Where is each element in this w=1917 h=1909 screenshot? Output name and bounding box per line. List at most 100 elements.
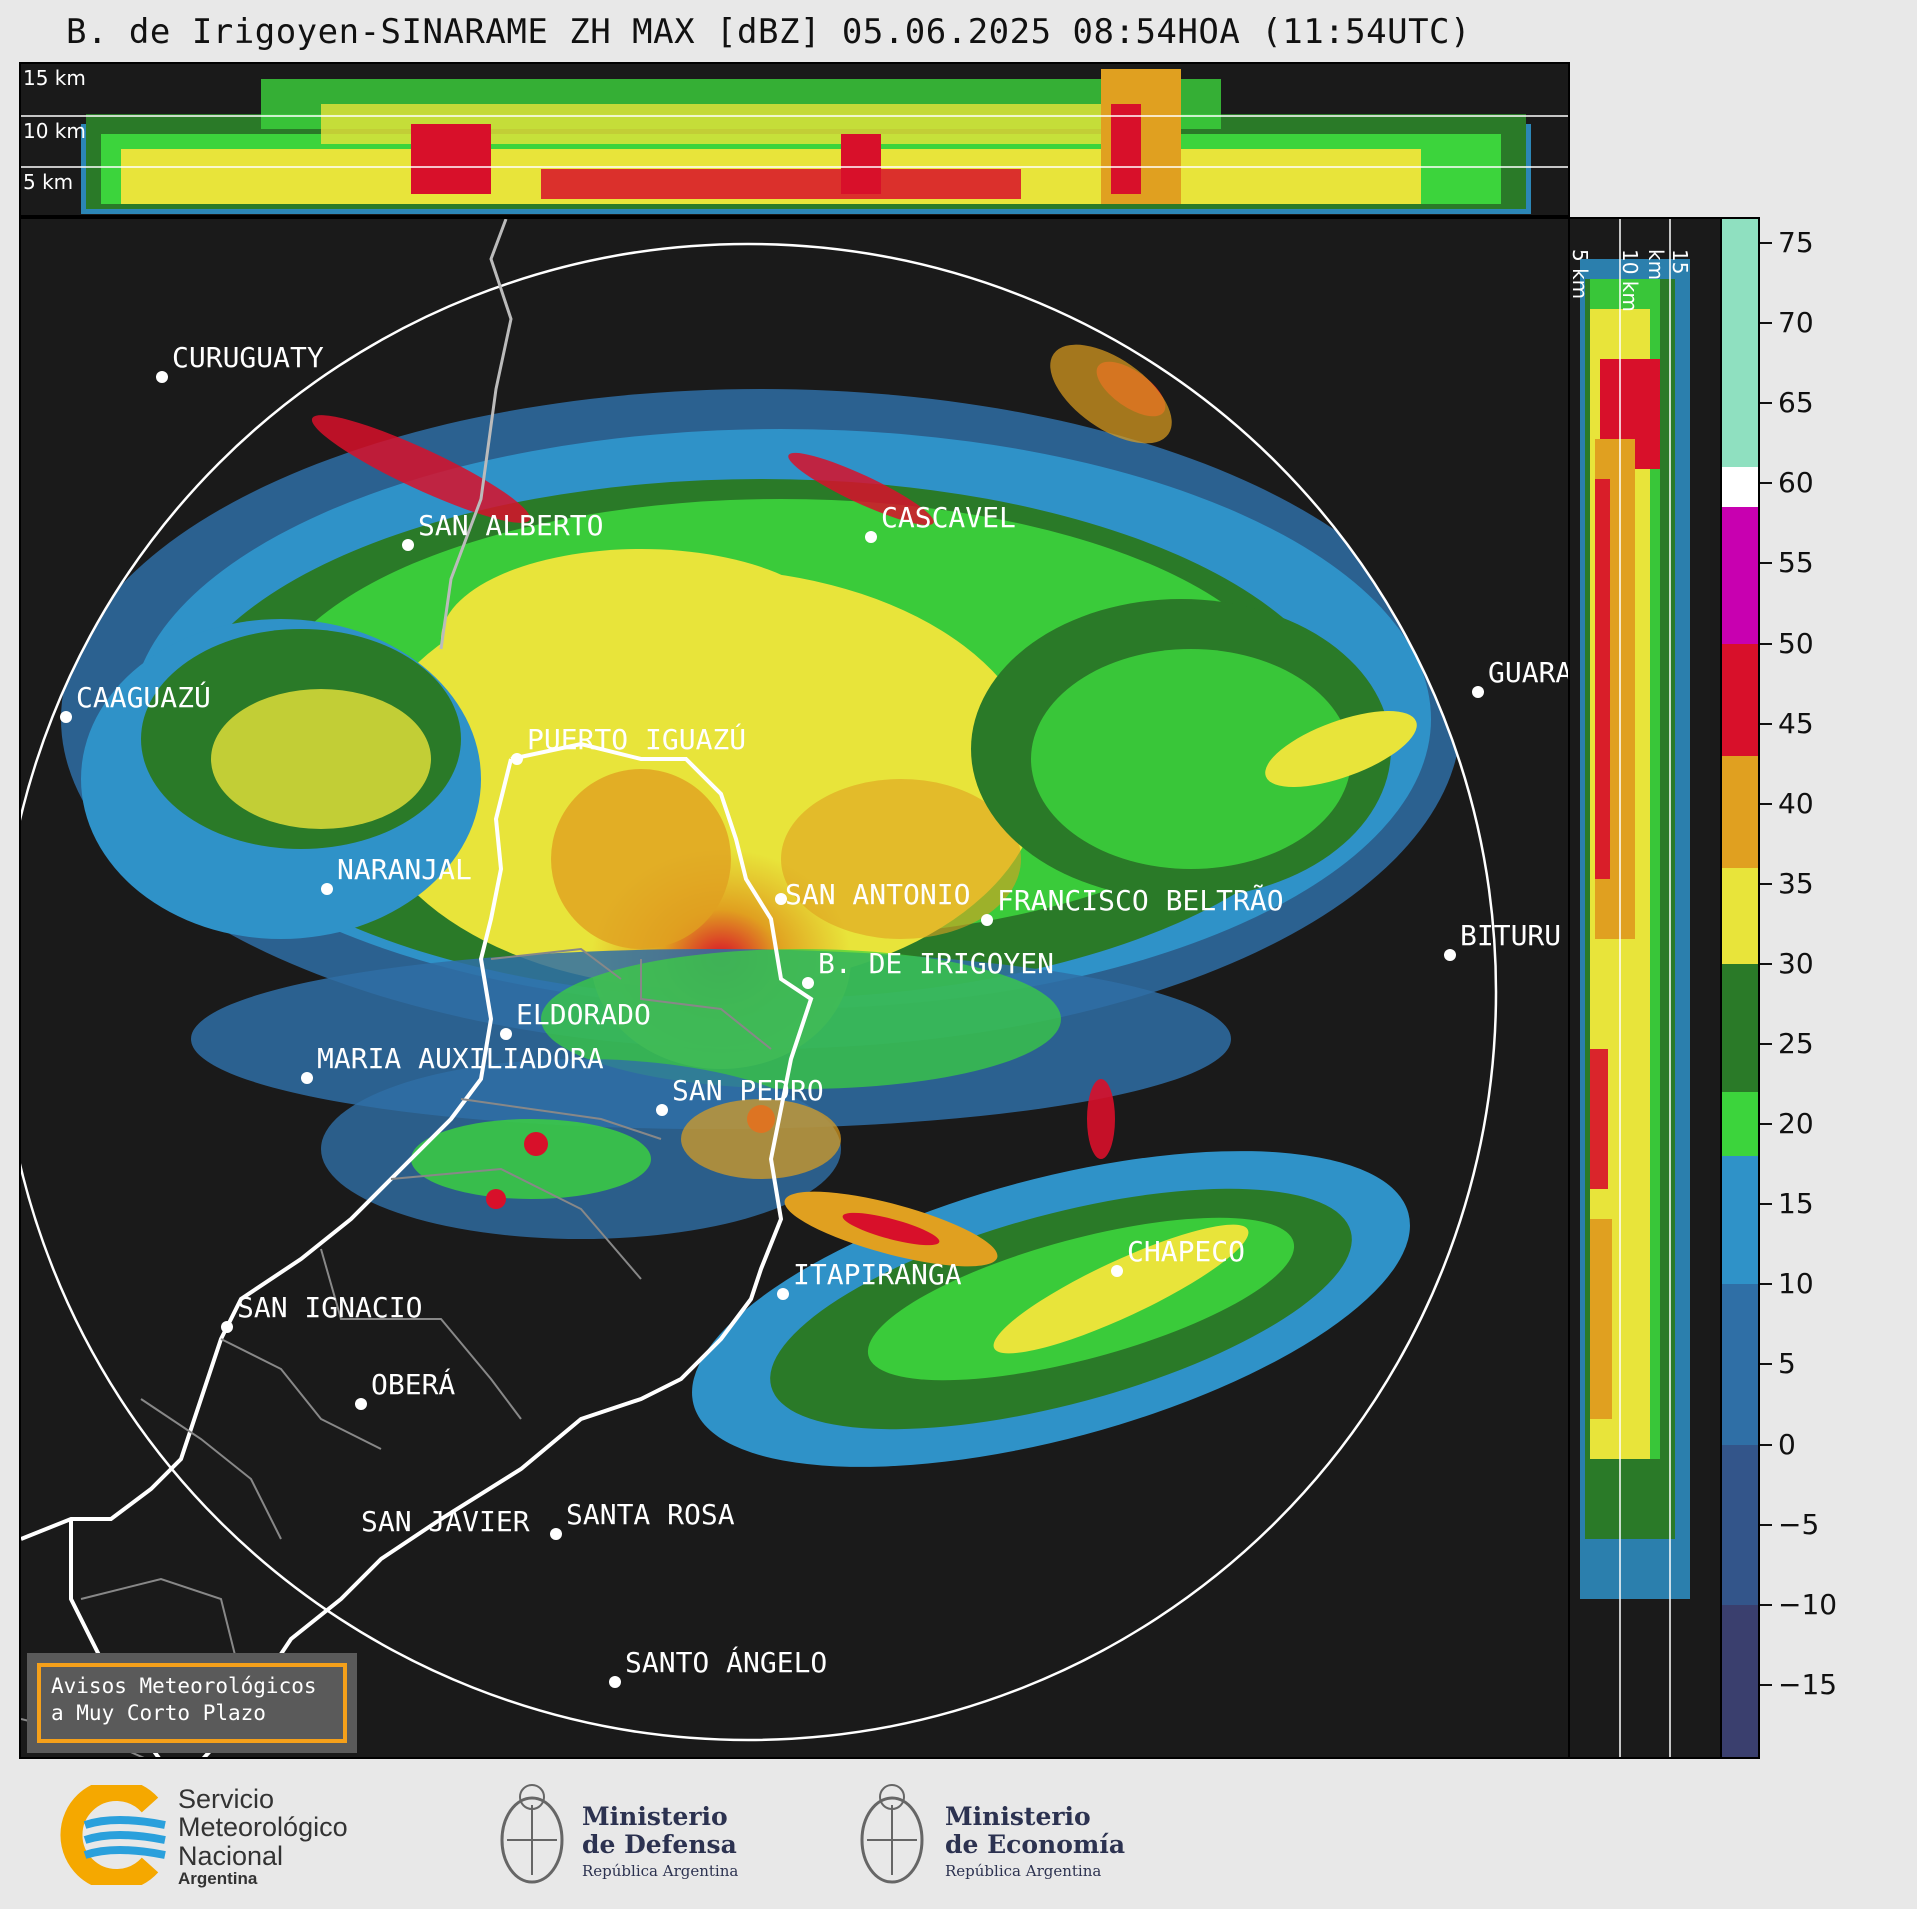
city-dot-eldorado[interactable]: [500, 1028, 512, 1040]
colorbar-tick: [1760, 322, 1772, 325]
city-label-eldorado: ELDORADO: [516, 998, 651, 1031]
city-dot-itapiranga[interactable]: [777, 1288, 789, 1300]
colorbar-tick: [1760, 642, 1772, 645]
colorbar-tick: [1760, 1123, 1772, 1126]
side-altitude-15: 15 km: [1644, 249, 1692, 281]
colorbar-tick-label: 65: [1778, 386, 1814, 420]
colorbar-tick: [1760, 1043, 1772, 1046]
side-cross-section: 5 km 10 km 15 km: [1568, 217, 1722, 1759]
colorbar-tick: [1760, 1603, 1772, 1606]
colorbar-segment: [1722, 1284, 1758, 1445]
colorbar-tick-label: −15: [1778, 1667, 1838, 1701]
colorbar-tick-label: 0: [1778, 1427, 1796, 1461]
colorbar-tick-label: 40: [1778, 786, 1814, 820]
colorbar-tick: [1760, 562, 1772, 565]
city-label-santa-rosa: SANTA ROSA: [566, 1498, 735, 1531]
smn-name: Servicio Meteorológico Nacional Argentin…: [178, 1785, 348, 1888]
dbz-colorbar: [1720, 217, 1760, 1759]
colorbar-segment: [1722, 507, 1758, 644]
notice-box[interactable]: Avisos Meteorológicos a Muy Corto Plazo: [27, 1653, 357, 1753]
colorbar-tick: [1760, 242, 1772, 245]
city-label-san-ignacio: SAN IGNACIO: [237, 1291, 422, 1324]
colorbar-tick: [1760, 1523, 1772, 1526]
colorbar-tick-label: 60: [1778, 466, 1814, 500]
notice-line-1: Avisos Meteorológicos: [51, 1674, 317, 1698]
city-label-francisco-beltrao: FRANCISCO BELTRÃO: [997, 884, 1284, 917]
colorbar-tick-label: 75: [1778, 226, 1814, 260]
defensa-shield-icon: [500, 1784, 564, 1884]
colorbar-tick-label: 35: [1778, 866, 1814, 900]
colorbar-tick: [1760, 882, 1772, 885]
smn-line-2: Meteorológico: [178, 1812, 348, 1843]
colorbar-tick: [1760, 1283, 1772, 1286]
city-dot-curuguaty[interactable]: [156, 371, 168, 383]
defensa-sub: República Argentina: [582, 1862, 739, 1880]
colorbar-tick-label: 10: [1778, 1267, 1814, 1301]
city-label-curuguaty: CURUGUATY: [172, 341, 324, 374]
colorbar-tick: [1760, 962, 1772, 965]
colorbar-tick-label: −10: [1778, 1587, 1838, 1621]
city-dot-cascavel[interactable]: [865, 531, 877, 543]
argentina-brazil-border: [201, 741, 814, 1757]
city-label-chapeco: CHAPECO: [1127, 1235, 1245, 1268]
radar-map[interactable]: CURUGUATY SAN ALBERTO CASCAVEL CAAGUAZÚ …: [19, 217, 1570, 1759]
colorbar-segment: [1722, 755, 1758, 868]
city-dot-chapeco[interactable]: [1111, 1265, 1123, 1277]
colorbar-tick: [1760, 722, 1772, 725]
city-label-guara: GUARA: [1488, 656, 1570, 689]
city-dot-caaguazu[interactable]: [60, 711, 72, 723]
colorbar-tick-label: 45: [1778, 706, 1814, 740]
city-dot-maria-auxiliadora[interactable]: [301, 1072, 313, 1084]
city-label-bituru: BITURU: [1460, 919, 1561, 952]
colorbar-tick: [1760, 402, 1772, 405]
paraguay-brazil-border: [439, 219, 513, 650]
smn-line-4: Argentina: [178, 1869, 258, 1889]
city-dot-san-antonio[interactable]: [775, 893, 787, 905]
city-dot-santo-angelo[interactable]: [609, 1676, 621, 1688]
economia-line-1: Ministerio: [945, 1802, 1091, 1831]
colorbar-segment: [1722, 1604, 1758, 1757]
city-dot-francisco-beltrao[interactable]: [981, 914, 993, 926]
city-dot-san-pedro[interactable]: [656, 1104, 668, 1116]
colorbar-segment: [1722, 643, 1758, 756]
city-label-san-pedro: SAN PEDRO: [672, 1074, 824, 1107]
city-dot-b-de-irigoyen[interactable]: [802, 977, 814, 989]
city-dot-obera[interactable]: [355, 1398, 367, 1410]
city-dot-naranjal[interactable]: [321, 883, 333, 895]
map-title: B. de Irigoyen-SINARAME ZH MAX [dBZ] 05.…: [66, 12, 1471, 52]
city-dot-san-ignacio[interactable]: [221, 1321, 233, 1333]
side-cross-section-plot: [1580, 219, 1690, 1757]
city-dot-santa-rosa[interactable]: [550, 1528, 562, 1540]
smn-logo-icon: [60, 1785, 166, 1885]
economia-shield-icon: [860, 1784, 924, 1884]
city-dot-bituru[interactable]: [1444, 949, 1456, 961]
colorbar-segment: [1722, 963, 1758, 1093]
colorbar-segment: [1722, 867, 1758, 964]
notice-frame: Avisos Meteorológicos a Muy Corto Plazo: [37, 1663, 347, 1743]
defensa-line-1: Ministerio: [582, 1802, 728, 1831]
argentina-paraguay-border: [21, 758, 513, 1541]
city-dot-guara[interactable]: [1472, 686, 1484, 698]
city-dot-san-alberto[interactable]: [402, 539, 414, 551]
notice-line-2: a Muy Corto Plazo: [51, 1701, 266, 1726]
city-dot-puerto-iguazu[interactable]: [511, 753, 523, 765]
colorbar-tick: [1760, 802, 1772, 805]
radar-map-svg: CURUGUATY SAN ALBERTO CASCAVEL CAAGUAZÚ …: [21, 219, 1570, 1757]
colorbar-tick-label: 25: [1778, 1027, 1814, 1061]
city-label-b-de-irigoyen: B. DE IRIGOYEN: [818, 947, 1054, 980]
top-altitude-10: 10 km: [23, 119, 86, 143]
top-altitude-15: 15 km: [23, 66, 86, 90]
colorbar-tick-label: −5: [1778, 1507, 1820, 1541]
colorbar-segment: [1722, 219, 1758, 468]
colorbar-segment: [1722, 1444, 1758, 1605]
colorbar-segment: [1722, 467, 1758, 508]
colorbar-tick-label: 30: [1778, 946, 1814, 980]
city-label-puerto-iguazu: PUERTO IGUAZÚ: [527, 722, 746, 756]
city-label-caaguazu: CAAGUAZÚ: [76, 680, 211, 714]
side-altitude-5: 5 km: [1568, 249, 1592, 300]
economia-sub: República Argentina: [945, 1862, 1102, 1880]
city-label-maria-auxiliadora: MARIA AUXILIADORA: [317, 1042, 604, 1075]
city-markers: CURUGUATY SAN ALBERTO CASCAVEL CAAGUAZÚ …: [60, 341, 1570, 1688]
city-label-san-alberto: SAN ALBERTO: [418, 509, 603, 542]
city-label-naranjal: NARANJAL: [337, 853, 472, 886]
